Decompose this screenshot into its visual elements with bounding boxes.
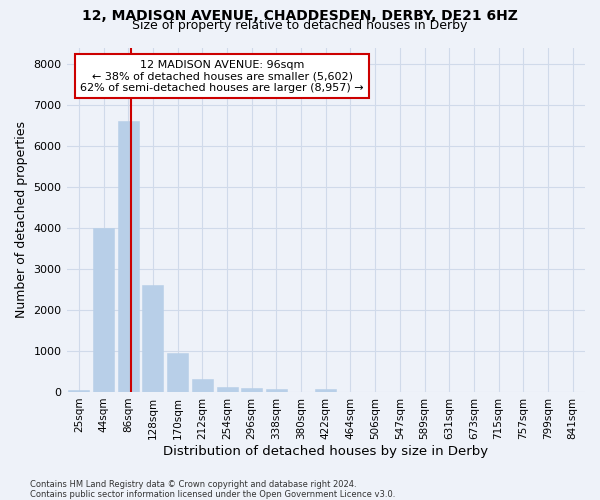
Bar: [192, 379, 213, 392]
Text: Size of property relative to detached houses in Derby: Size of property relative to detached ho…: [133, 19, 467, 32]
Bar: [217, 387, 238, 392]
Bar: [93, 228, 114, 392]
Y-axis label: Number of detached properties: Number of detached properties: [15, 121, 28, 318]
Bar: [142, 286, 163, 392]
Text: 12, MADISON AVENUE, CHADDESDEN, DERBY, DE21 6HZ: 12, MADISON AVENUE, CHADDESDEN, DERBY, D…: [82, 9, 518, 23]
Text: 12 MADISON AVENUE: 96sqm
← 38% of detached houses are smaller (5,602)
62% of sem: 12 MADISON AVENUE: 96sqm ← 38% of detach…: [80, 60, 364, 93]
Bar: [118, 122, 139, 392]
Bar: [315, 390, 336, 392]
X-axis label: Distribution of detached houses by size in Derby: Distribution of detached houses by size …: [163, 444, 488, 458]
Bar: [167, 353, 188, 392]
Bar: [68, 390, 89, 392]
Text: Contains HM Land Registry data © Crown copyright and database right 2024.
Contai: Contains HM Land Registry data © Crown c…: [30, 480, 395, 499]
Bar: [266, 390, 287, 392]
Bar: [241, 388, 262, 392]
